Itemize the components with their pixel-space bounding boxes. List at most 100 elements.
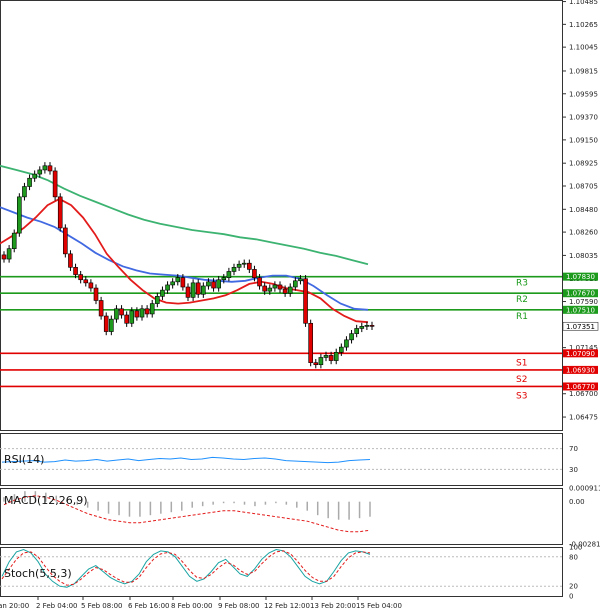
candle-body <box>119 308 124 316</box>
pivot-price-tag <box>563 365 598 374</box>
candle-body <box>149 303 155 315</box>
price-tick-label: 1.08480 <box>569 206 598 214</box>
candle-body <box>206 281 211 287</box>
pivot-price-label: 1.07670 <box>566 290 595 298</box>
candle-body <box>277 284 283 290</box>
pivot-name-r1: R1 <box>516 312 528 322</box>
pivot-price-tag <box>563 272 598 281</box>
candle-body <box>221 277 227 281</box>
candle-body <box>195 282 201 295</box>
pivot-name-s2: S2 <box>516 375 527 385</box>
pivot-levels: R3 1.07830 R2 1.07670 R1 1.07510 S1 1.07090 S2 1.… <box>0 272 599 401</box>
time-tick-label: 6 Feb 16:00 <box>128 602 169 610</box>
candle-body <box>231 267 237 272</box>
price-tick-label: 1.10045 <box>569 44 598 52</box>
rsi-line <box>1 456 371 464</box>
price-tick-label: 1.07145 <box>569 344 598 352</box>
candle-body <box>354 328 359 334</box>
rsi-label: RSI(14) <box>4 453 44 466</box>
candle-body <box>6 248 12 260</box>
candle-body <box>83 279 89 284</box>
macd-tick-label: 0.000911 <box>569 485 600 493</box>
pivot-price-label: 1.06770 <box>566 383 595 391</box>
candle-body <box>298 278 303 282</box>
candle-body <box>185 286 191 298</box>
candles <box>1 162 375 369</box>
macd-tick-label: -0.002819 <box>569 541 600 549</box>
candle-body <box>282 288 288 294</box>
candle-body <box>124 314 129 324</box>
candle-body <box>129 310 135 324</box>
candle-body <box>103 315 109 332</box>
candle-body <box>267 287 273 292</box>
time-tick-label: Jan 20:00 <box>0 602 29 610</box>
pivot-price-tag <box>563 289 598 298</box>
current-price-label: 1.07351 <box>566 323 595 331</box>
pivot-price-label: 1.07510 <box>566 306 595 314</box>
candle-body <box>175 277 181 283</box>
candle-body <box>22 186 27 198</box>
pivot-price-tag <box>563 305 598 314</box>
pivot-price-tag <box>563 382 598 391</box>
time-tick-label: 13 Feb 20:00 <box>310 602 356 610</box>
candle-body <box>287 286 293 294</box>
pivot-name-s1: S1 <box>516 358 527 368</box>
candle-body <box>359 326 365 329</box>
price-tick-label: 1.07590 <box>569 298 598 306</box>
candle-body <box>180 277 186 288</box>
stoch-tick-label: 20 <box>569 583 578 591</box>
candle-body <box>308 322 313 363</box>
macd-label: MACD(12,26,9) <box>4 494 88 507</box>
time-tick-label: 9 Feb 08:00 <box>218 602 259 610</box>
candle-body <box>328 355 334 361</box>
candle-body <box>109 318 114 332</box>
candle-body <box>216 279 221 289</box>
candle-body <box>272 284 278 289</box>
candle-body <box>318 357 324 366</box>
pivot-name-r2: R2 <box>516 295 528 305</box>
price-tick-label: 1.10485 <box>569 0 598 6</box>
candle-body <box>63 227 68 255</box>
candle-body <box>339 346 344 353</box>
price-axis: 1.10485 1.10265 1.10045 1.09815 1.09595 1.093… <box>562 0 598 422</box>
candle-body <box>211 281 216 289</box>
candle-body <box>364 325 370 327</box>
time-tick-label: 5 Feb 08:00 <box>81 602 122 610</box>
candle-body <box>27 177 32 187</box>
panel-frame <box>0 547 563 597</box>
rsi-tick-label: 70 <box>569 445 578 453</box>
candle-body <box>170 281 175 286</box>
candle-body <box>144 308 150 315</box>
time-axis: Jan 20:00 2 Feb 04:00 5 Feb 08:00 6 Feb 16:… <box>0 596 402 610</box>
candle-body <box>134 310 140 318</box>
candle-body <box>323 355 329 358</box>
candle-body <box>32 173 37 179</box>
pivot-name-r3: R3 <box>516 279 528 289</box>
macd-signal-line <box>3 495 371 533</box>
stoch-tick-label: 80 <box>569 553 578 561</box>
macd-tick-label: 0.00 <box>569 498 585 506</box>
stoch-k-line <box>1 548 371 588</box>
panel-frame <box>0 488 563 545</box>
pivot-price-label: 1.07830 <box>566 273 595 281</box>
panel-frame <box>0 433 563 486</box>
stoch-label: Stoch(5,5,3) <box>4 567 72 580</box>
price-tick-label: 1.09150 <box>569 136 598 144</box>
candle-body <box>37 169 43 175</box>
candle-body <box>201 285 206 295</box>
rsi-panel: 70 30 <box>0 445 578 474</box>
stoch-tick-label: 100 <box>569 544 582 552</box>
candle-body <box>139 308 145 318</box>
candle-body <box>262 285 267 292</box>
candle-body <box>42 165 48 171</box>
stoch-d-line <box>1 550 371 586</box>
pivot-price-tag <box>563 349 598 358</box>
candle-body <box>11 232 17 249</box>
price-tick-label: 1.06475 <box>569 414 598 422</box>
candle-body <box>1 254 7 260</box>
candle-body <box>344 339 349 348</box>
candle-body <box>114 308 119 320</box>
candle-body <box>17 196 22 234</box>
